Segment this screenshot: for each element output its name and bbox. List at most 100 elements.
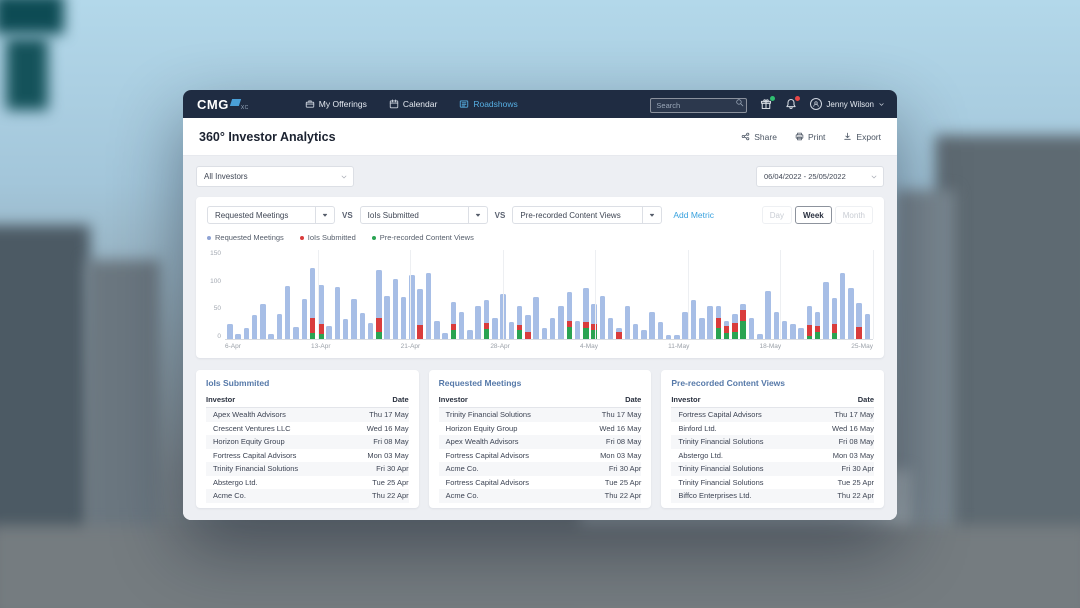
- table-title: IoIs Submmited: [206, 378, 270, 388]
- chart-bar: [723, 321, 730, 339]
- investor-name: Apex Wealth Advisors: [445, 437, 519, 447]
- legend-dot: [299, 235, 304, 240]
- row-date: Tue 25 Apr: [837, 477, 875, 487]
- print-button[interactable]: Print: [795, 132, 825, 142]
- page-body: All Investors 06/04/2022 - 25/05/2022 Re…: [183, 156, 897, 520]
- chevron-down-icon: [871, 175, 877, 178]
- investor-name: Acme Co.: [445, 464, 479, 474]
- brand-text: CMG: [197, 96, 229, 112]
- chart-bar: [856, 303, 862, 339]
- chart-bar: [558, 306, 564, 339]
- print-label: Print: [807, 131, 826, 142]
- chart-bar: [251, 315, 258, 339]
- investor-name: Trinity Financial Solutions: [213, 464, 299, 474]
- export-label: Export: [856, 131, 881, 142]
- chart-bar: [367, 322, 374, 339]
- chart-bar: [665, 335, 672, 339]
- chart-bar: [781, 321, 788, 339]
- chart-legend: Requested Meetings IoIs Submitted Pre-re…: [207, 233, 873, 242]
- chart-bar: [765, 291, 771, 339]
- chart-bar: [458, 312, 465, 339]
- table-row: Fortress Capital Advisors Mon 03 May: [439, 449, 642, 463]
- add-metric-link[interactable]: Add Metric: [673, 210, 714, 220]
- gridline: [317, 250, 319, 339]
- chart-bar: [541, 328, 548, 339]
- chart-bar: [376, 270, 382, 339]
- chevron-down-icon: [341, 175, 347, 178]
- user-menu[interactable]: Jenny Wilson: [810, 98, 885, 110]
- chart-bar: [715, 306, 722, 339]
- legend-dot: [207, 235, 211, 240]
- table-row: Horizon Equity Group Wed 16 May: [439, 422, 642, 436]
- metric-select-1[interactable]: Requested Meetings: [207, 206, 335, 224]
- chart-bar: [748, 318, 755, 339]
- chart-bar: [276, 313, 283, 339]
- row-date: Fri 30 Apr: [376, 464, 409, 474]
- chart-bar: [293, 327, 299, 339]
- table-row: Fortress Capital Advisors Mon 03 May: [206, 449, 409, 463]
- chart-bar: [657, 322, 664, 339]
- chart-bar: [641, 330, 647, 339]
- chart-bar: [740, 304, 746, 339]
- nav-item-calendar[interactable]: Calendar: [389, 99, 438, 109]
- vs-separator: VS: [342, 210, 353, 220]
- metric-select-2[interactable]: IoIs Submitted: [359, 206, 488, 224]
- table-header: Investor Date: [671, 395, 875, 408]
- toggle-day[interactable]: Day: [761, 206, 792, 224]
- share-icon: [741, 132, 750, 141]
- table-card-requested-meetings: Requested Meetings Investor Date Trinity …: [428, 370, 652, 508]
- export-download-icon: [844, 132, 852, 140]
- investor-name: Abstergo Ltd.: [213, 477, 258, 487]
- notifications-button[interactable]: [785, 96, 801, 110]
- nav-item-label: Calendar: [402, 99, 438, 109]
- chart-bar: [227, 324, 233, 339]
- chevron-down-icon: [475, 213, 480, 217]
- chart-bar: [483, 300, 490, 339]
- date-range-select[interactable]: 06/04/2022 - 25/05/2022: [756, 166, 884, 187]
- investor-name: Trinity Financial Solutions: [678, 437, 764, 447]
- share-button[interactable]: Share: [741, 132, 777, 142]
- chart-bar: [823, 282, 829, 339]
- toggle-week[interactable]: Week: [795, 206, 832, 224]
- search-icon[interactable]: [735, 98, 744, 107]
- chart-bar: [607, 318, 614, 339]
- user-avatar-icon: [813, 101, 820, 107]
- nav-item-my-offerings[interactable]: My Offerings: [305, 99, 367, 109]
- nav-item-roadshows[interactable]: Roadshows: [459, 99, 518, 109]
- brand-sub: XC: [240, 104, 249, 111]
- chart-bar: [384, 295, 390, 339]
- chart-bar: [839, 273, 846, 339]
- chart-bar: [359, 312, 365, 339]
- investor-name: Horizon Equity Group: [213, 437, 285, 447]
- investor-name: Horizon Equity Group: [445, 423, 518, 433]
- search-input[interactable]: [650, 98, 748, 113]
- toggle-month[interactable]: Month: [834, 206, 873, 224]
- table-title: Requested Meetings: [438, 378, 522, 388]
- table-card-iois-submitted: IoIs Submmited Investor Date Apex Wealth …: [196, 370, 419, 508]
- row-date: Thu 17 May: [369, 410, 409, 420]
- brand-logo[interactable]: CMG XC: [197, 97, 249, 112]
- gift-button[interactable]: [760, 96, 776, 110]
- table-row: Biffco Enterprises Ltd. Thu 22 Apr: [671, 489, 875, 503]
- export-button[interactable]: Export: [843, 132, 881, 142]
- app-window: CMG XC My Offerings Calendar Roadshows: [183, 90, 897, 520]
- briefcase-icon: [305, 100, 314, 108]
- stacked-bar-chart: 150 100 50 0: [207, 250, 874, 340]
- chart-bar: [831, 298, 838, 339]
- chart-bar: [549, 318, 556, 339]
- chevron-down-icon: [322, 213, 328, 217]
- metric-select-3[interactable]: Pre-recorded Content Views: [512, 206, 663, 224]
- chart-bar: [814, 312, 821, 339]
- page-header: 360° Investor Analytics Share Print Expo…: [183, 118, 897, 156]
- y-axis: 150 100 50 0: [210, 250, 221, 340]
- chart-bar: [268, 334, 274, 339]
- table-body: Trinity Financial Solutions Thu 17 May Hor…: [438, 408, 642, 503]
- chart-bar: [516, 306, 523, 339]
- investor-filter-select[interactable]: All Investors: [196, 166, 354, 187]
- table-header: Investor Date: [206, 395, 409, 408]
- chart-plot-area: [225, 250, 874, 340]
- row-date: Tue 25 Apr: [372, 477, 409, 487]
- chart-bar: [284, 286, 291, 339]
- bell-icon: [786, 98, 797, 110]
- chart-bar: [450, 301, 457, 339]
